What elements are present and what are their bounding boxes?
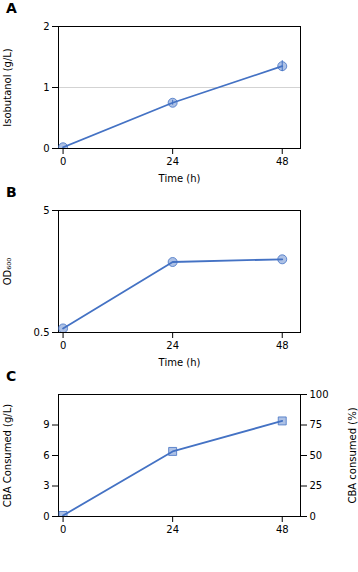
svg-text:0: 0 (43, 511, 49, 522)
svg-text:48: 48 (276, 524, 289, 535)
svg-text:Time (h): Time (h) (158, 357, 201, 368)
svg-text:Time (h): Time (h) (158, 173, 201, 184)
svg-text:0: 0 (60, 524, 66, 535)
html-text:A: A (6, 0, 17, 16)
svg-text:24: 24 (166, 524, 179, 535)
svg-text:0: 0 (60, 156, 66, 167)
svg-text:CBA consumed (%): CBA consumed (%) (347, 407, 358, 503)
svg-text:100: 100 (310, 389, 329, 400)
svg-text:24: 24 (166, 156, 179, 167)
svg-text:9: 9 (43, 419, 49, 430)
svg-text:3: 3 (43, 480, 49, 491)
svg-text:75: 75 (310, 419, 323, 430)
svg-text:OD₆₀₀: OD₆₀₀ (2, 258, 13, 286)
svg-text:2: 2 (43, 21, 49, 32)
svg-text:0: 0 (60, 340, 66, 351)
svg-text:25: 25 (310, 480, 323, 491)
svg-text:48: 48 (276, 156, 289, 167)
svg-text:1: 1 (43, 82, 49, 93)
svg-text:0: 0 (43, 143, 49, 154)
svg-text:50: 50 (310, 450, 323, 461)
svg-text:48: 48 (276, 340, 289, 351)
svg-text:Isobutanol (g/L): Isobutanol (g/L) (2, 48, 13, 127)
svg-text:0: 0 (310, 511, 316, 522)
svg-text:5: 5 (43, 205, 49, 216)
html-text:C: C (6, 368, 17, 384)
svg-text:CBA Consumed (g/L): CBA Consumed (g/L) (2, 404, 13, 507)
svg-text:24: 24 (166, 340, 179, 351)
svg-text:0.5: 0.5 (34, 327, 50, 338)
svg-text:6: 6 (43, 450, 49, 461)
html-text:B: B (6, 184, 17, 200)
